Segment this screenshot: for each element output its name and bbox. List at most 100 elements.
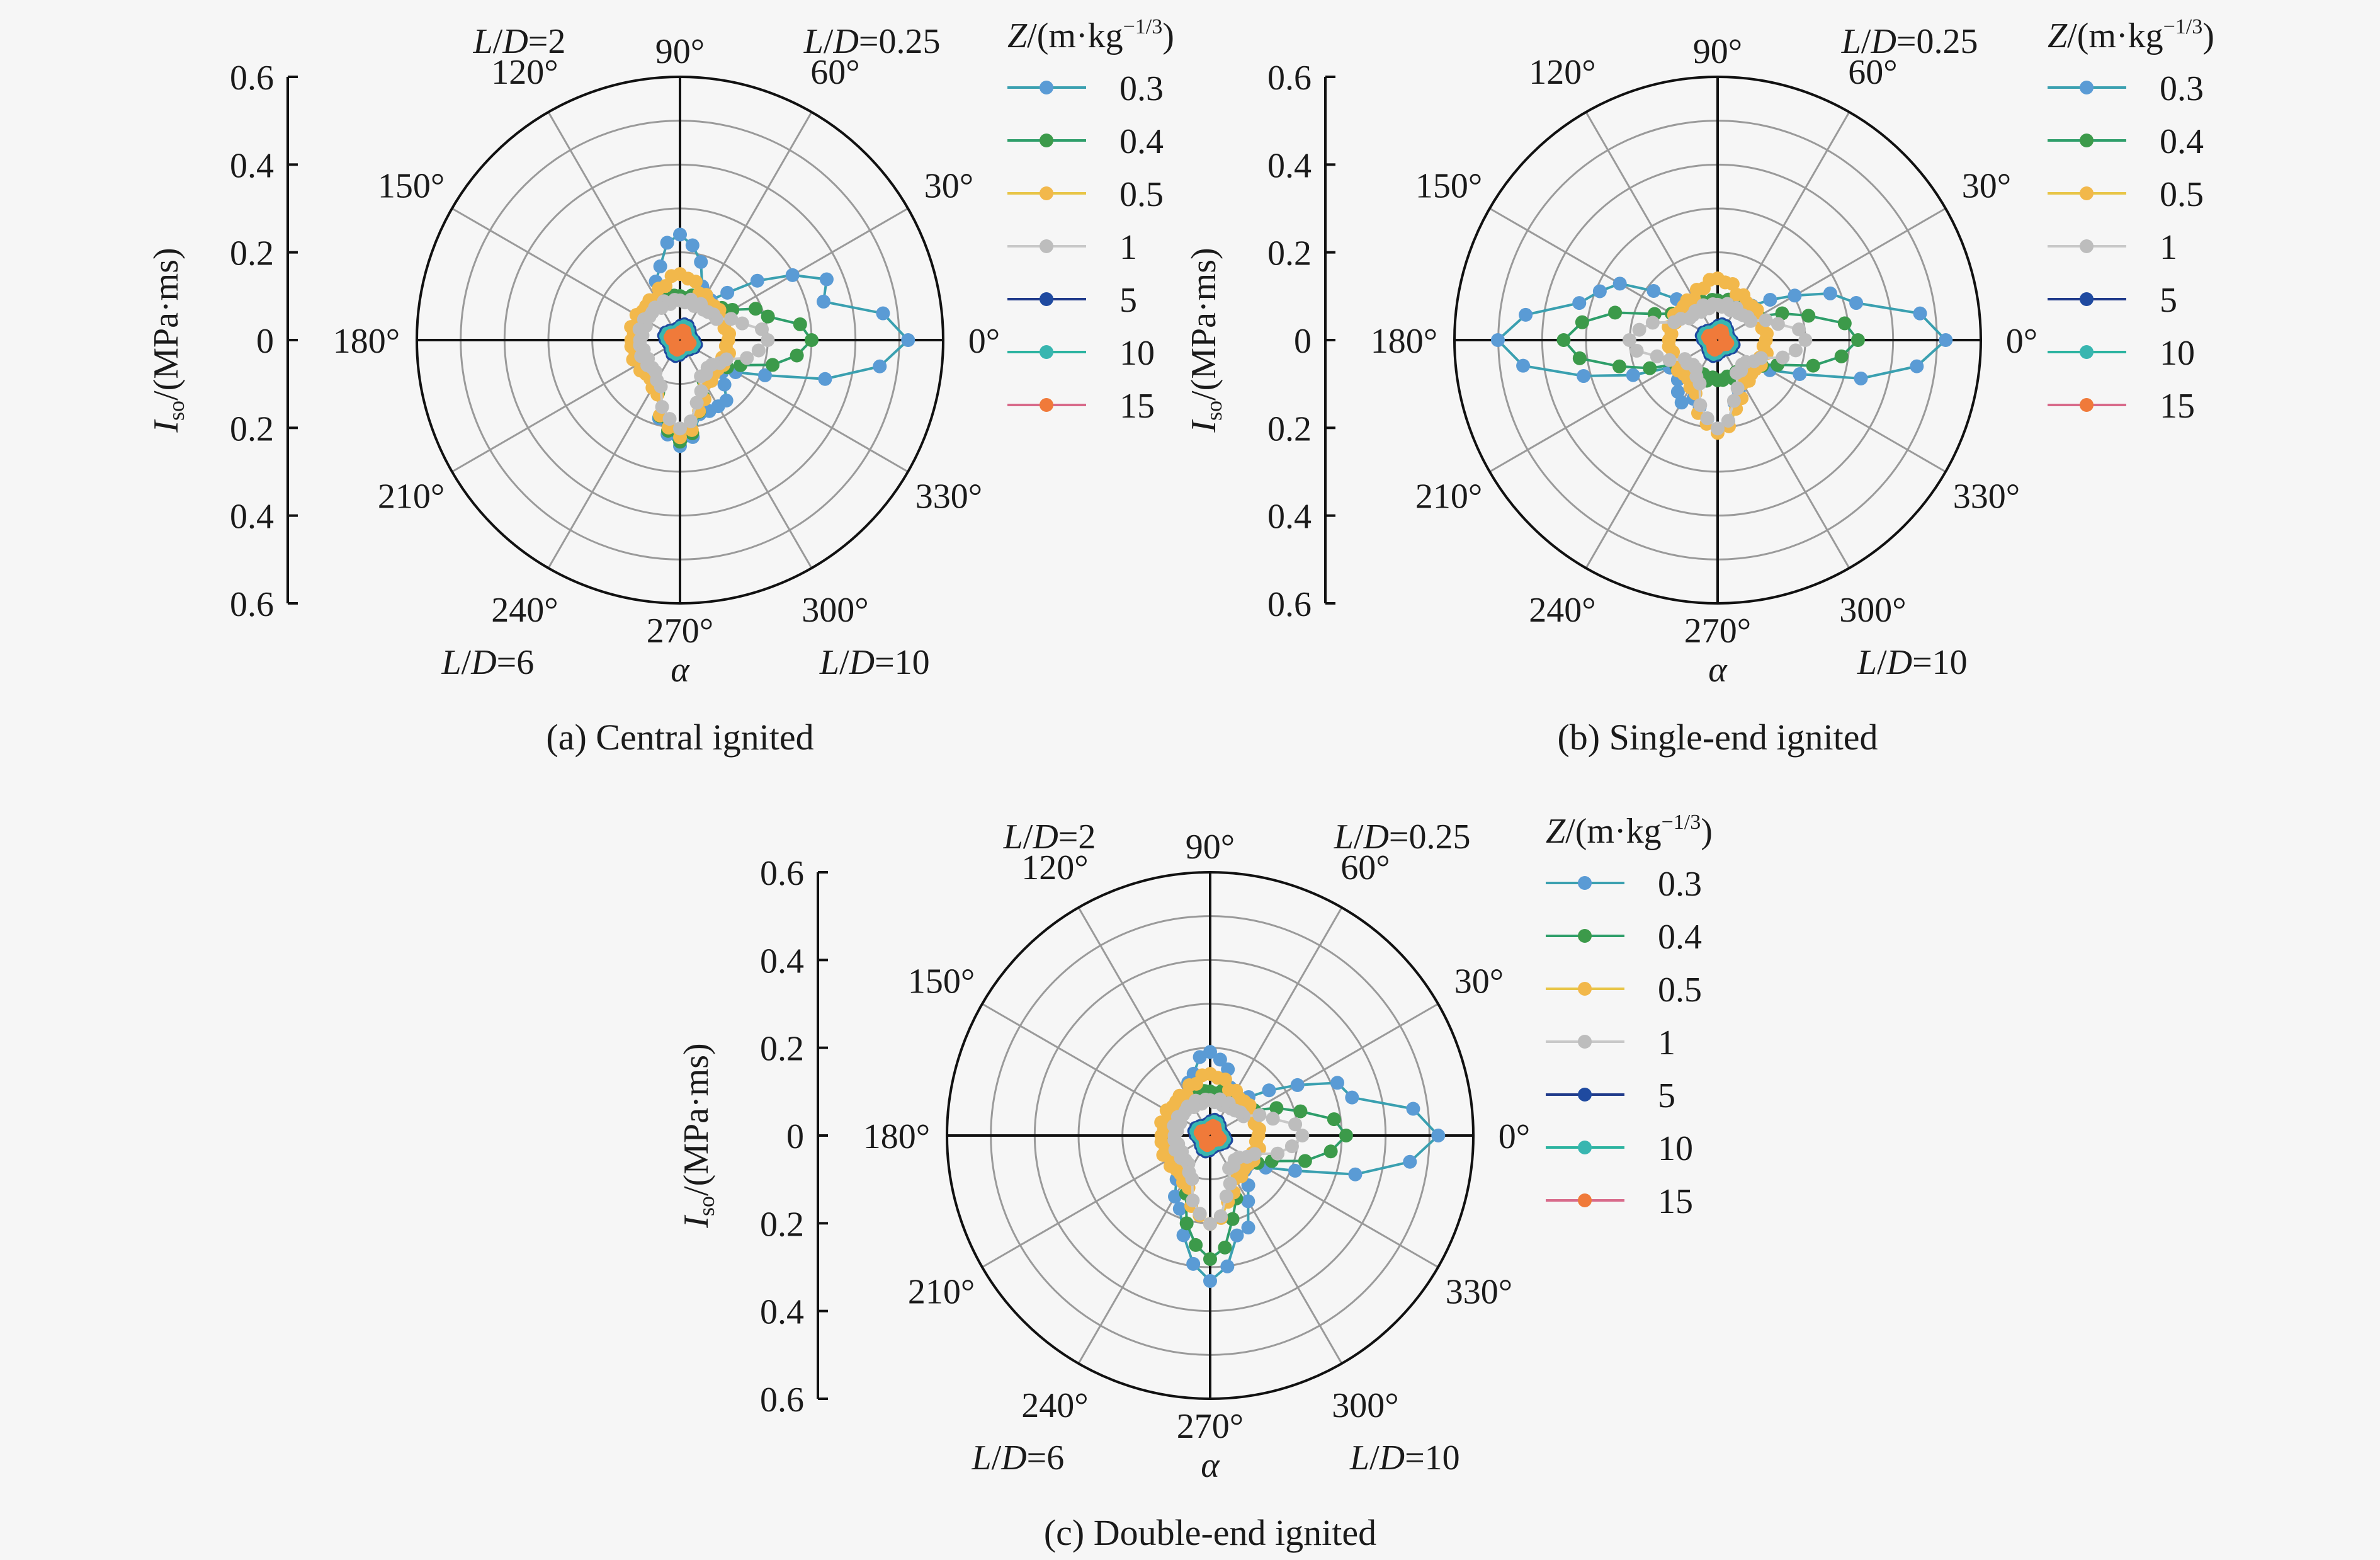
series-point-1-3: [1252, 1108, 1267, 1122]
series-point-0.3-5: [750, 273, 764, 288]
series-point-0.4-0: [1850, 333, 1865, 347]
series-point-0.3-3: [1823, 286, 1837, 300]
legend-label-0.4: 0.4: [1658, 918, 1702, 957]
radial-tick-label-top-0: 0.6: [760, 854, 804, 893]
series-point-0.4-35: [1189, 1238, 1203, 1252]
series-point-0.3-22: [1572, 296, 1587, 310]
series-point-0.4-2: [1801, 309, 1816, 323]
series-point-1-36: [1711, 421, 1725, 436]
series-point-0.3-47: [1910, 359, 1924, 373]
series-point-1-45: [1754, 351, 1769, 365]
series-point-0.4-25: [1572, 351, 1587, 365]
angle-label-210: 210°: [378, 477, 445, 516]
radial-tick-label-bottom-1: 0.4: [760, 1293, 804, 1332]
legend-label-0.3: 0.3: [1119, 69, 1164, 108]
radial-axis-title: Iso/(MPa·ms): [1184, 248, 1227, 433]
legend-marker-1: [1040, 239, 1053, 253]
series-point-0.4-27: [1643, 361, 1657, 375]
series-point-0.4-46: [1298, 1154, 1312, 1168]
angle-label-300: 300°: [1332, 1386, 1398, 1425]
legend-label-5: 5: [2160, 281, 2177, 320]
series-point-0.3-38: [1230, 1228, 1244, 1243]
legend-label-5: 5: [1658, 1076, 1675, 1115]
series-point-0.5-13: [664, 269, 679, 283]
legend-marker-1: [2080, 239, 2094, 253]
series-point-1-46: [1271, 1146, 1285, 1161]
series-point-1-38: [1726, 394, 1741, 408]
series-point-0.4-2: [1293, 1104, 1308, 1119]
angle-label-270: 270°: [647, 612, 713, 651]
legend-label-10: 10: [1119, 334, 1155, 373]
series-point-1-35: [1700, 411, 1714, 426]
series-point-0.3-25: [1516, 358, 1531, 373]
series-point-0.3-19: [1646, 284, 1661, 299]
angle-label-60: 60°: [810, 53, 859, 92]
series-point-1-23: [1632, 322, 1646, 337]
radial-tick-label-bottom-0: 0.2: [1267, 409, 1312, 448]
series-point-0.3-20: [1612, 276, 1627, 291]
series-point-1-33: [1185, 1171, 1199, 1186]
series-point-0.3-45: [757, 368, 772, 382]
polar-panel-1: 0° 30° 60° 90° 120° 150° 180° 210° 240° 270° 300° 3…: [147, 15, 1174, 758]
series-point-0.3-37: [1220, 1259, 1235, 1273]
series-point-0.3-46: [1854, 371, 1868, 385]
panel-caption: (b) Single-end ignited: [1557, 717, 1878, 758]
radial-tick-label-top-1: 0.4: [1267, 146, 1312, 185]
legend-label-15: 15: [2160, 387, 2195, 426]
radial-tick-label-top-0: 0.6: [1267, 59, 1312, 98]
legend-label-0.5: 0.5: [1119, 175, 1164, 214]
angle-label-210: 210°: [908, 1273, 975, 1312]
angle-label-60: 60°: [1340, 848, 1390, 887]
series-point-0.4-46: [1806, 358, 1820, 373]
series-point-0.3-21: [1592, 284, 1607, 299]
legend-marker-0.3: [1040, 81, 1053, 94]
angle-label-270: 270°: [1684, 612, 1751, 651]
panels: 0°30°60°90°120°150°180°210°240°270°300°3…: [147, 15, 2214, 1553]
series-point-0.4-46: [766, 358, 780, 372]
series-point-0.3-11: [1213, 1052, 1227, 1067]
series-point-1-46: [740, 351, 754, 365]
series-point-0.4-0: [1339, 1129, 1353, 1142]
series-point-1-45: [1247, 1147, 1262, 1161]
angle-label-270: 270°: [1177, 1407, 1244, 1446]
series-point-0.3-46: [818, 372, 832, 386]
series-point-0.3-35: [1186, 1256, 1201, 1271]
angle-label-120: 120°: [1529, 53, 1595, 92]
series-point-1-37: [1213, 1209, 1228, 1224]
radial-tick-label-top-3: 0: [786, 1117, 804, 1156]
legend-label-1: 1: [1119, 228, 1137, 267]
series-point-0.5-47: [1756, 339, 1771, 353]
series-point-0.4-2: [761, 309, 775, 324]
series-point-1-39: [694, 384, 708, 399]
legend-marker-10: [2080, 345, 2094, 359]
series-point-0.3-32: [1168, 1189, 1182, 1204]
angle-label-300: 300°: [802, 591, 868, 630]
series-point-1-37: [683, 414, 698, 429]
series-point-0.3-47: [873, 359, 887, 373]
series-point-0.3-36: [1203, 1273, 1217, 1288]
series-point-0.3-27: [1626, 368, 1640, 382]
series-point-0.3-12: [1203, 1045, 1217, 1059]
series-point-0.3-4: [785, 268, 800, 282]
series-point-1-0: [1798, 333, 1813, 347]
series-point-0.4-3: [1269, 1101, 1284, 1115]
legend-title: Z/(m·kg−1/3): [2048, 15, 2214, 55]
series-point-0.3-2: [1345, 1090, 1359, 1105]
legend-label-0.4: 0.4: [1119, 122, 1164, 161]
series-point-0.3-14: [653, 259, 667, 273]
radial-tick-label-bottom-1: 0.4: [1267, 498, 1312, 537]
series-point-1-38: [689, 396, 704, 410]
radial-tick-label-top-1: 0.4: [230, 146, 274, 185]
series-point-1-1: [1792, 322, 1806, 337]
series-point-0.4-38: [1225, 1212, 1240, 1226]
panel-caption: (c) Double-end ignited: [1044, 1512, 1376, 1553]
angle-label-0: 0°: [2006, 322, 2037, 361]
quadrant-label-q2: L/D=2: [473, 22, 566, 61]
legend-marker-15: [1040, 398, 1053, 412]
legend-label-10: 10: [1658, 1129, 1693, 1168]
series-point-0.3-4: [1290, 1078, 1305, 1092]
angle-label-30: 30°: [1962, 167, 2011, 206]
series-point-0.3-5: [1262, 1083, 1276, 1098]
angle-label-180: 180°: [1371, 322, 1437, 361]
